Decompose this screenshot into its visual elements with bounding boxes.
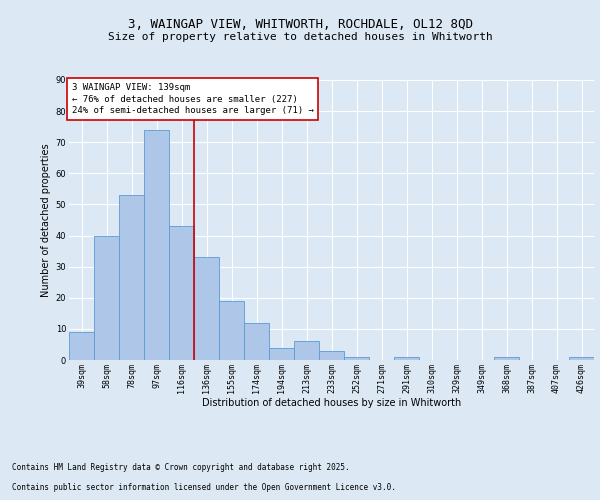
Bar xyxy=(494,357,519,360)
Bar xyxy=(319,350,344,360)
Text: Contains public sector information licensed under the Open Government Licence v3: Contains public sector information licen… xyxy=(12,484,396,492)
Bar xyxy=(119,195,144,360)
Bar xyxy=(244,322,269,360)
Bar xyxy=(394,357,419,360)
Bar xyxy=(344,357,369,360)
Bar xyxy=(144,130,169,360)
Bar xyxy=(294,342,319,360)
Y-axis label: Number of detached properties: Number of detached properties xyxy=(41,143,52,297)
Bar xyxy=(94,236,119,360)
Bar xyxy=(219,301,244,360)
Text: 3, WAINGAP VIEW, WHITWORTH, ROCHDALE, OL12 8QD: 3, WAINGAP VIEW, WHITWORTH, ROCHDALE, OL… xyxy=(128,18,473,30)
Text: 3 WAINGAP VIEW: 139sqm
← 76% of detached houses are smaller (227)
24% of semi-de: 3 WAINGAP VIEW: 139sqm ← 76% of detached… xyxy=(71,83,314,116)
X-axis label: Distribution of detached houses by size in Whitworth: Distribution of detached houses by size … xyxy=(202,398,461,408)
Text: Size of property relative to detached houses in Whitworth: Size of property relative to detached ho… xyxy=(107,32,493,42)
Bar xyxy=(569,357,594,360)
Bar xyxy=(194,258,219,360)
Text: Contains HM Land Registry data © Crown copyright and database right 2025.: Contains HM Land Registry data © Crown c… xyxy=(12,464,350,472)
Bar xyxy=(269,348,294,360)
Bar xyxy=(69,332,94,360)
Bar xyxy=(169,226,194,360)
